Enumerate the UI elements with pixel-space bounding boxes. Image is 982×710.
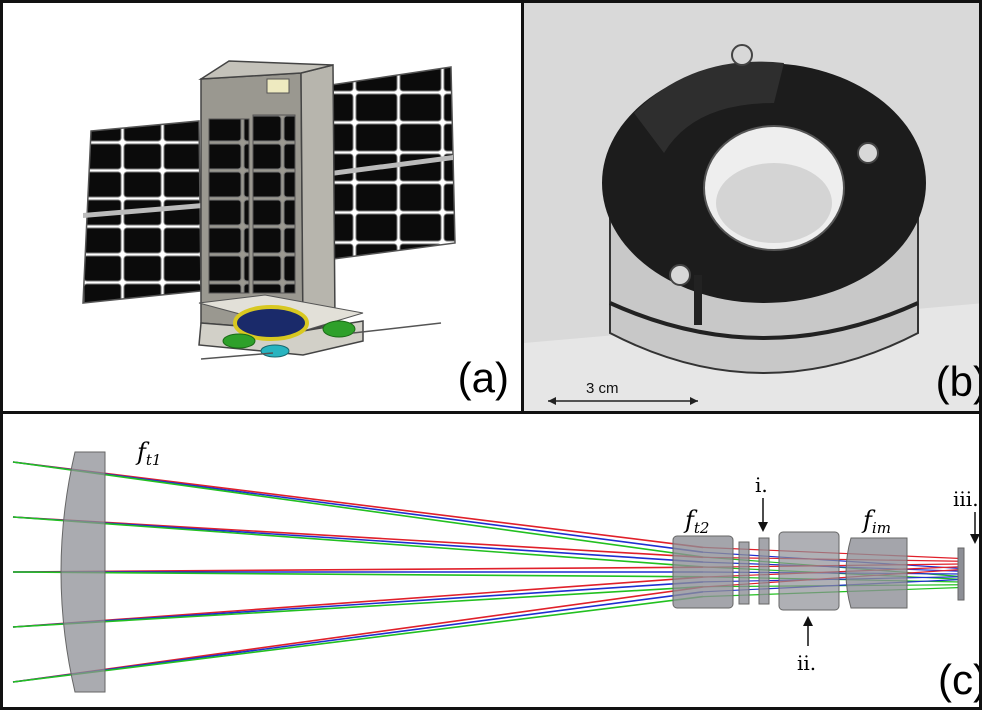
label-fim: fim: [861, 506, 891, 537]
lens-ft1: [60, 451, 106, 693]
ray-green-3: [12, 585, 704, 628]
arrow-iii: [970, 534, 979, 544]
ray-green-2: [12, 571, 704, 578]
aperture-cyan: [260, 344, 290, 358]
label-ft2: ft2: [683, 506, 709, 537]
screw-top: [731, 44, 753, 66]
panel-a-label: (a): [457, 354, 509, 401]
ray-green-0: [12, 461, 704, 558]
marker-iii: iii.: [953, 487, 979, 511]
label-ft1: ft1: [135, 438, 161, 469]
screw-right: [857, 142, 879, 164]
ray-green-4: [12, 595, 704, 683]
lens-ft2: [672, 535, 734, 609]
satellite-illustration: [82, 60, 456, 360]
ray-trace-diagram: ft1 ft2 fim i. ii. iii.: [12, 438, 979, 693]
arrow-ii: [803, 616, 813, 626]
panel-c-label: (c): [938, 656, 979, 703]
aperture-green-left: [222, 333, 256, 349]
panel-c-optical-diagram: ft1 ft2 fim i. ii. iii. (c): [0, 411, 982, 710]
marker-ii: ii.: [797, 651, 816, 675]
scale-bar-label: 3 cm: [586, 380, 619, 397]
screw-left: [669, 264, 691, 286]
aperture-green-right: [322, 320, 356, 338]
marker-i: i.: [755, 473, 768, 497]
panel-a-satellite: (a): [0, 0, 524, 414]
arrow-i: [758, 522, 768, 532]
detector: [957, 547, 965, 601]
lens-fim: [845, 537, 908, 609]
panel-b-label: (b): [935, 358, 982, 405]
panel-b-lens-mount: 3 cm (b): [521, 0, 982, 414]
satellite-body-side: [300, 64, 336, 332]
lens-mount-photo: [524, 3, 979, 411]
lens-group-middle: [778, 531, 840, 611]
ray-green-1: [12, 516, 704, 568]
aperture-large: [233, 305, 309, 341]
